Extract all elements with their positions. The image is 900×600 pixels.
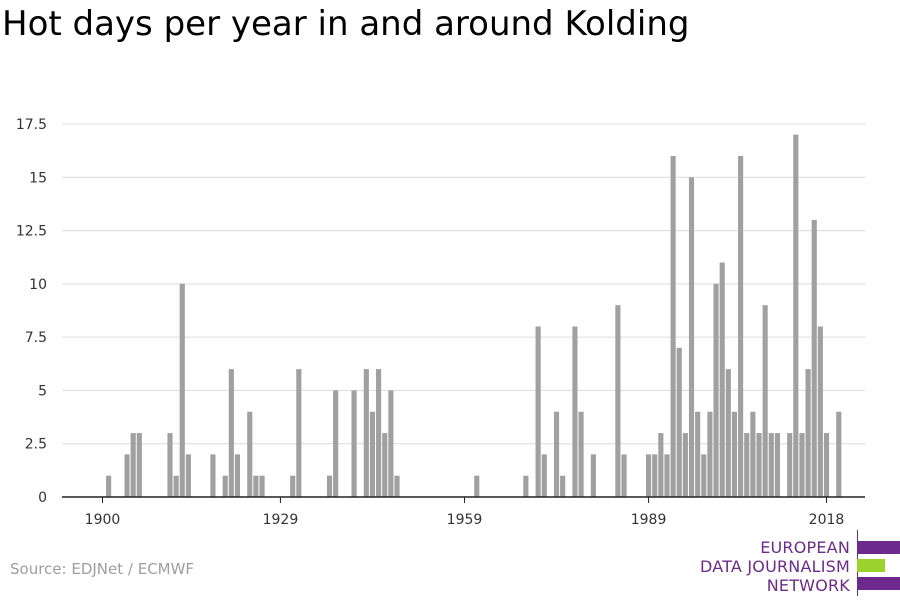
x-tick-labels: 1900 1929 1959 1989 2018 [85,497,845,528]
bar [799,433,805,497]
bar [247,411,253,497]
bar [130,433,136,497]
bar [719,262,725,497]
bar [553,411,560,497]
bar [590,454,596,497]
y-tick-labels: 0 2.5 5 7.5 10 12.5 15 17.5 [16,117,47,506]
y-tick-label: 5 [38,383,47,399]
logo-line-3: NETWORK [766,576,850,595]
bar [688,177,695,498]
bar [124,454,130,497]
logo-line-2: DATA JOURNALISM [700,557,850,576]
bar [750,411,756,497]
logo-line-1: EUROPEAN [760,538,850,557]
bar [382,433,388,497]
logo-bar-green [857,559,885,572]
bar [535,326,541,497]
bar [185,454,191,497]
bar [713,283,719,497]
y-tick-label: 12.5 [16,224,47,240]
bar [621,454,627,497]
bar [823,433,830,497]
bar [388,390,394,497]
bar [664,454,670,497]
bar [541,454,547,497]
y-tick-label: 17.5 [16,117,47,133]
x-tick-label: 1929 [263,512,299,528]
bar [234,454,241,497]
x-tick-label: 1989 [631,512,667,528]
y-tick-label: 0 [38,490,47,506]
bar [615,305,621,497]
bar [106,475,112,497]
source-note: Source: EDJNet / ECMWF [10,560,195,578]
bar [296,369,302,497]
bar [811,219,817,497]
bar [259,475,265,497]
bar [652,454,658,497]
edjnet-logo[interactable]: EUROPEAN DATA JOURNALISM NETWORK [700,530,900,600]
bar [707,411,713,497]
bar [670,155,676,497]
x-tick-label: 1900 [85,512,121,528]
bars [106,134,842,498]
bar [333,390,339,497]
bar [560,475,566,497]
bar [167,433,173,497]
bar [836,411,842,497]
bar [523,475,529,497]
gridlines [62,123,865,445]
bar [351,390,357,497]
x-tick-label: 2018 [809,512,845,528]
bar [762,305,768,497]
bar [805,369,811,497]
bar [695,411,701,497]
bar [253,475,259,497]
bar [369,411,376,497]
bar [701,454,707,497]
bar [725,369,731,497]
bar [578,411,584,497]
x-tick-label: 1959 [447,512,483,528]
bar [731,411,738,497]
bar [572,326,578,497]
bar [363,369,369,497]
bar [290,475,296,497]
bar [787,433,793,497]
y-tick-label: 7.5 [25,330,47,346]
bar [136,433,142,497]
bar [646,454,652,497]
bar [658,433,664,497]
bar [676,347,682,497]
bar [774,433,780,497]
bar [474,475,480,497]
bar [326,475,333,497]
bar [210,454,216,497]
bar [738,155,744,497]
y-tick-label: 10 [29,277,47,293]
bar [793,134,799,497]
bar [817,326,823,497]
bar [222,475,228,497]
logo-bar-purple-bottom [857,577,900,590]
y-tick-label: 2.5 [25,437,47,453]
y-tick-label: 15 [29,170,47,186]
bar [756,433,762,497]
bar [173,475,179,497]
bar [744,433,750,497]
bar [394,475,400,497]
bar [376,369,382,497]
bar [682,433,688,497]
chart-title: Hot days per year in and around Kolding [2,4,690,44]
bar [179,283,185,497]
bar [228,369,234,497]
logo-bar-purple-top [857,541,900,554]
bar [768,433,774,497]
